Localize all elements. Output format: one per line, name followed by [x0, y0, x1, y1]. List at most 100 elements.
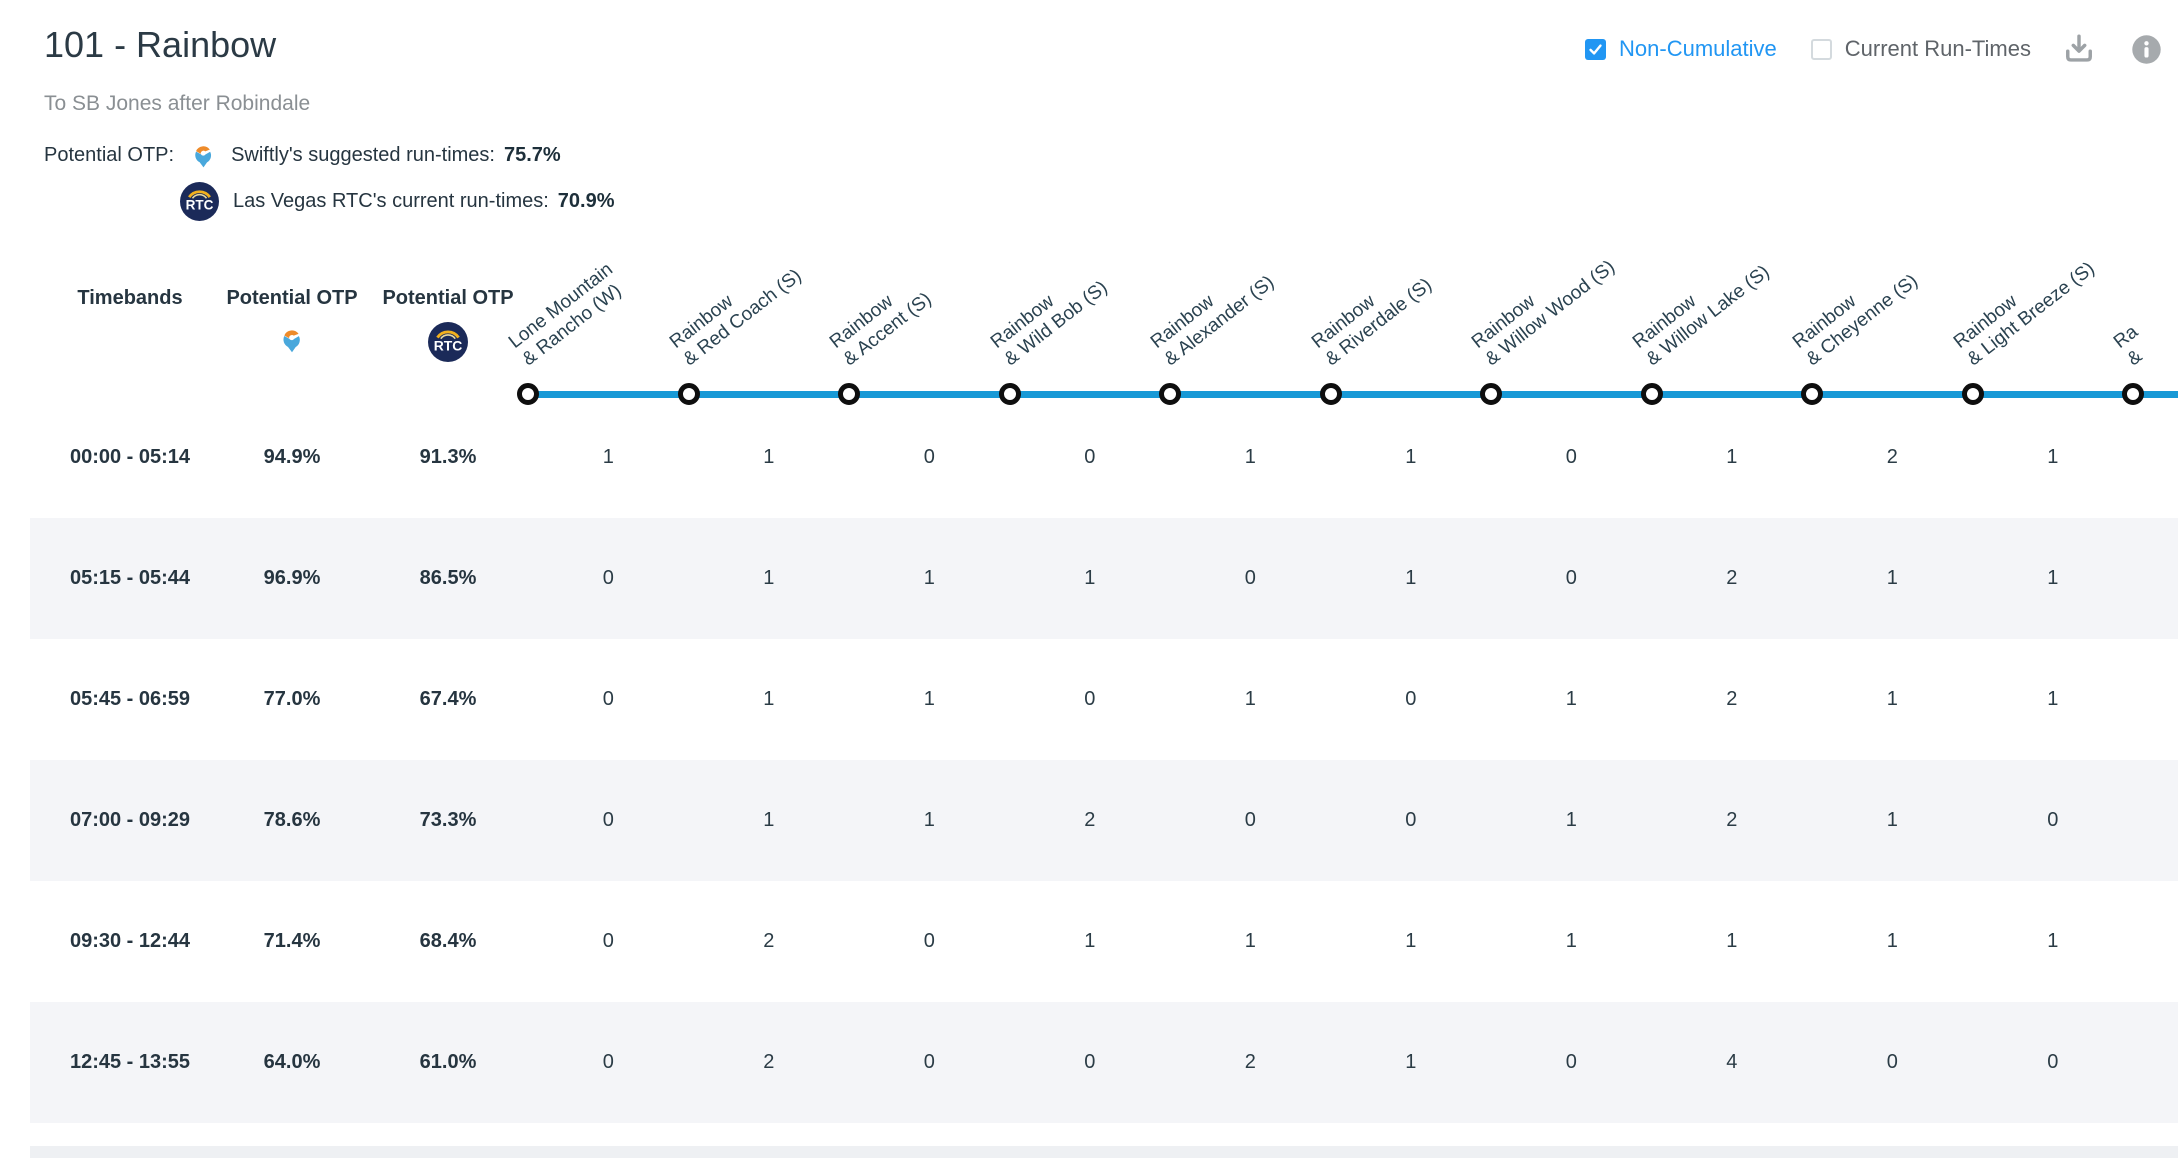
current-run-times-label: Current Run-Times	[1844, 36, 2031, 61]
stop-value-cell: 1	[2047, 567, 2059, 589]
table-row: 05:15 - 05:44 96.9% 86.5% 0 1 1 1 0 1 0 2 1 1	[30, 518, 2178, 639]
stop-value-cell: 0	[602, 567, 614, 589]
timeband-cell: 12:45 - 13:55	[69, 1051, 191, 1073]
timeband-cell: 07:00 - 09:29	[69, 809, 191, 831]
stop-label: Rainbow & Riverdale (S)	[1307, 274, 1436, 371]
stop-label: Rainbow & Accent (S)	[825, 288, 936, 371]
stop-value-cell: 0	[1405, 809, 1417, 831]
stop-value-cell: 1	[1886, 930, 1898, 952]
stop-marker-icon	[1640, 383, 1663, 405]
stop-value-cell: 1	[1886, 567, 1898, 589]
stop-value-cell: 1	[1405, 567, 1417, 589]
stop-label: Lone Mountain & Rancho (W)	[504, 258, 626, 371]
stop-value-cell: 2	[763, 1051, 775, 1073]
info-button[interactable]	[2131, 34, 2162, 65]
stop-value-cell: 0	[923, 446, 935, 468]
stop-value-cell: 1	[1244, 930, 1256, 952]
stop-value-cell: 0	[1565, 446, 1577, 468]
otp-rtc-cell: 68.4%	[419, 930, 477, 952]
stop-marker-icon	[838, 383, 860, 405]
stop-marker-icon	[1801, 383, 1823, 405]
timebands-column-header: Timebands	[77, 287, 183, 309]
stop-value-cell: 0	[602, 930, 614, 952]
stop-value-cell: 0	[1405, 688, 1417, 710]
download-icon	[2066, 34, 2092, 62]
otp-swiftly-cell: 94.9%	[263, 446, 321, 468]
stop-value-cell: 1	[1084, 567, 1096, 589]
horizontal-scrollbar[interactable]	[30, 1146, 2178, 1158]
stop-value-cell: 2	[1244, 1051, 1256, 1073]
otp-rtc-column-header: Potential OTP	[382, 287, 514, 309]
rtc-otp-source: Las Vegas RTC's current run-times:	[233, 189, 549, 212]
stop-value-cell: 0	[1084, 446, 1096, 468]
timeband-cell: 00:00 - 05:14	[69, 446, 191, 468]
current-run-times-checkbox-group[interactable]: Current Run-Times	[1810, 36, 2031, 62]
timeband-cell: 05:45 - 06:59	[69, 688, 191, 710]
download-button[interactable]	[2061, 31, 2097, 67]
stop-value-cell: 1	[1886, 688, 1898, 710]
otp-rtc-cell: 86.5%	[419, 567, 477, 589]
stop-value-cell: 1	[2047, 930, 2059, 952]
otp-rtc-cell: 67.4%	[419, 688, 477, 710]
non-cumulative-checkbox-group[interactable]: Non-Cumulative	[1585, 36, 1777, 62]
non-cumulative-checkbox[interactable]	[1585, 38, 1607, 60]
stop-marker-icon	[1480, 383, 1502, 405]
stop-value-cell: 2	[1886, 446, 1898, 468]
header-controls: Non-Cumulative Current Run-Times	[1585, 30, 2162, 68]
rtc-logo-icon: RTC	[180, 181, 219, 221]
stop-value-cell: 0	[1886, 1051, 1898, 1073]
stop-value-cell: 2	[1726, 688, 1738, 710]
swiftly-logo-icon	[278, 326, 306, 354]
swiftly-otp-source: Swiftly's suggested run-times:	[231, 143, 495, 166]
table-row: 12:45 - 13:55 64.0% 61.0% 0 2 0 0 2 1 0 4 0 0	[30, 1002, 2178, 1123]
stop-value-cell: 1	[763, 688, 775, 710]
route-direction-subtitle: To SB Jones after Robindale	[44, 92, 311, 115]
stop-value-cell: 1	[763, 446, 775, 468]
stop-value-cell: 4	[1726, 1051, 1738, 1073]
table-row: 07:00 - 09:29 78.6% 73.3% 0 1 1 2 0 0 1 2 1 0	[30, 760, 2178, 881]
stop-label: Rainbow & Red Coach (S)	[665, 265, 806, 371]
otp-swiftly-cell: 78.6%	[263, 809, 321, 831]
stop-value-cell: 1	[763, 567, 775, 589]
stop-value-cell: 1	[1565, 930, 1577, 952]
stop-marker-icon	[2122, 383, 2144, 405]
otp-rtc-cell: 73.3%	[419, 809, 477, 831]
stop-marker-icon	[1159, 383, 1181, 405]
timeband-cell: 05:15 - 05:44	[69, 567, 191, 589]
stop-value-cell: 0	[1565, 1051, 1577, 1073]
stop-marker-icon	[1961, 383, 1984, 405]
stop-marker-icon	[517, 383, 539, 405]
otp-rtc-cell: 91.3%	[419, 446, 477, 468]
stop-value-cell: 0	[602, 809, 614, 831]
stop-value-cell: 2	[1084, 809, 1096, 831]
stop-value-cell: 1	[923, 567, 935, 589]
stop-label: Rainbow & Willow Lake (S)	[1628, 261, 1774, 371]
stop-value-cell: 0	[923, 1051, 935, 1073]
stop-value-cell: 1	[1405, 446, 1417, 468]
svg-text:RTC: RTC	[186, 197, 214, 212]
stop-value-cell: 0	[923, 930, 935, 952]
stop-value-cell: 1	[1244, 688, 1256, 710]
otp-rtc-cell: 61.0%	[419, 1051, 477, 1073]
stop-label: Rainbow & Cheyenne (S)	[1788, 270, 1922, 371]
otp-swiftly-cell: 64.0%	[263, 1051, 321, 1073]
stop-value-cell: 1	[1886, 809, 1898, 831]
potential-otp-swiftly-row: Potential OTP: Swiftly's suggested run-t…	[44, 140, 561, 170]
stop-value-cell: 2	[1726, 809, 1738, 831]
stop-value-cell: 1	[2047, 446, 2059, 468]
stop-value-cell: 1	[1405, 1051, 1417, 1073]
stop-value-cell: 2	[763, 930, 775, 952]
current-run-times-checkbox[interactable]	[1810, 38, 1832, 60]
potential-otp-rtc-row: RTC Las Vegas RTC's current run-times: 7…	[180, 180, 615, 222]
otp-swiftly-cell: 71.4%	[263, 930, 321, 952]
stop-value-cell: 1	[1084, 930, 1096, 952]
stop-marker-icon	[1319, 383, 1342, 405]
otp-swiftly-column-header: Potential OTP	[226, 287, 358, 309]
otp-swiftly-cell: 96.9%	[263, 567, 321, 589]
route-line	[528, 391, 2178, 398]
otp-swiftly-cell: 77.0%	[263, 688, 321, 710]
stop-label: Rainbow & Light Breeze (S)	[1949, 258, 2099, 371]
stop-label: Ra &	[2109, 321, 2147, 371]
stop-value-cell: 1	[602, 446, 614, 468]
